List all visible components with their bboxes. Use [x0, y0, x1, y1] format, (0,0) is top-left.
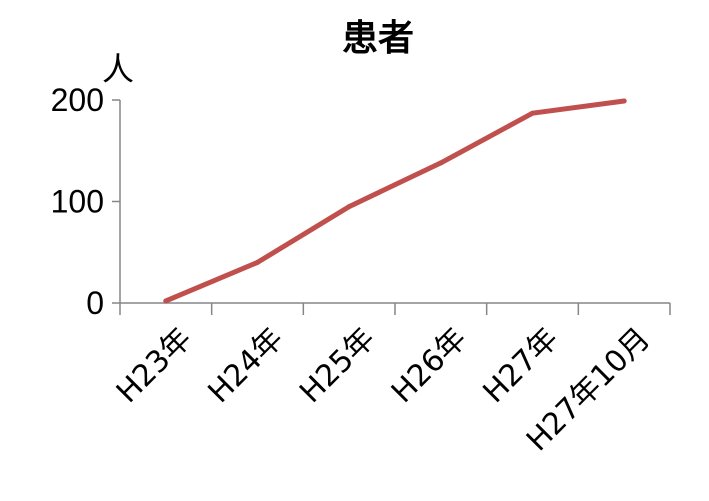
x-tick-label: H26年	[385, 321, 474, 410]
data-point	[530, 110, 535, 116]
y-tick-label: 0	[86, 285, 104, 321]
series-group	[163, 98, 627, 304]
data-point	[255, 259, 260, 265]
y-tick-label: 100	[51, 184, 104, 220]
data-point	[346, 204, 352, 210]
data-point	[621, 98, 627, 104]
x-tick-label: H24年	[202, 321, 291, 410]
y-tick-label: 200	[51, 82, 104, 118]
chart-title: 患者	[342, 18, 414, 59]
data-point	[438, 160, 444, 166]
y-axis: 0 100 200	[51, 82, 121, 321]
x-tick-label: H25年	[293, 321, 382, 410]
series-line	[163, 98, 627, 304]
y-axis-unit-label: 人	[102, 50, 134, 88]
x-tick-label: H27年	[477, 321, 566, 410]
data-point	[163, 298, 169, 304]
x-tick-label: H23年	[110, 321, 199, 410]
